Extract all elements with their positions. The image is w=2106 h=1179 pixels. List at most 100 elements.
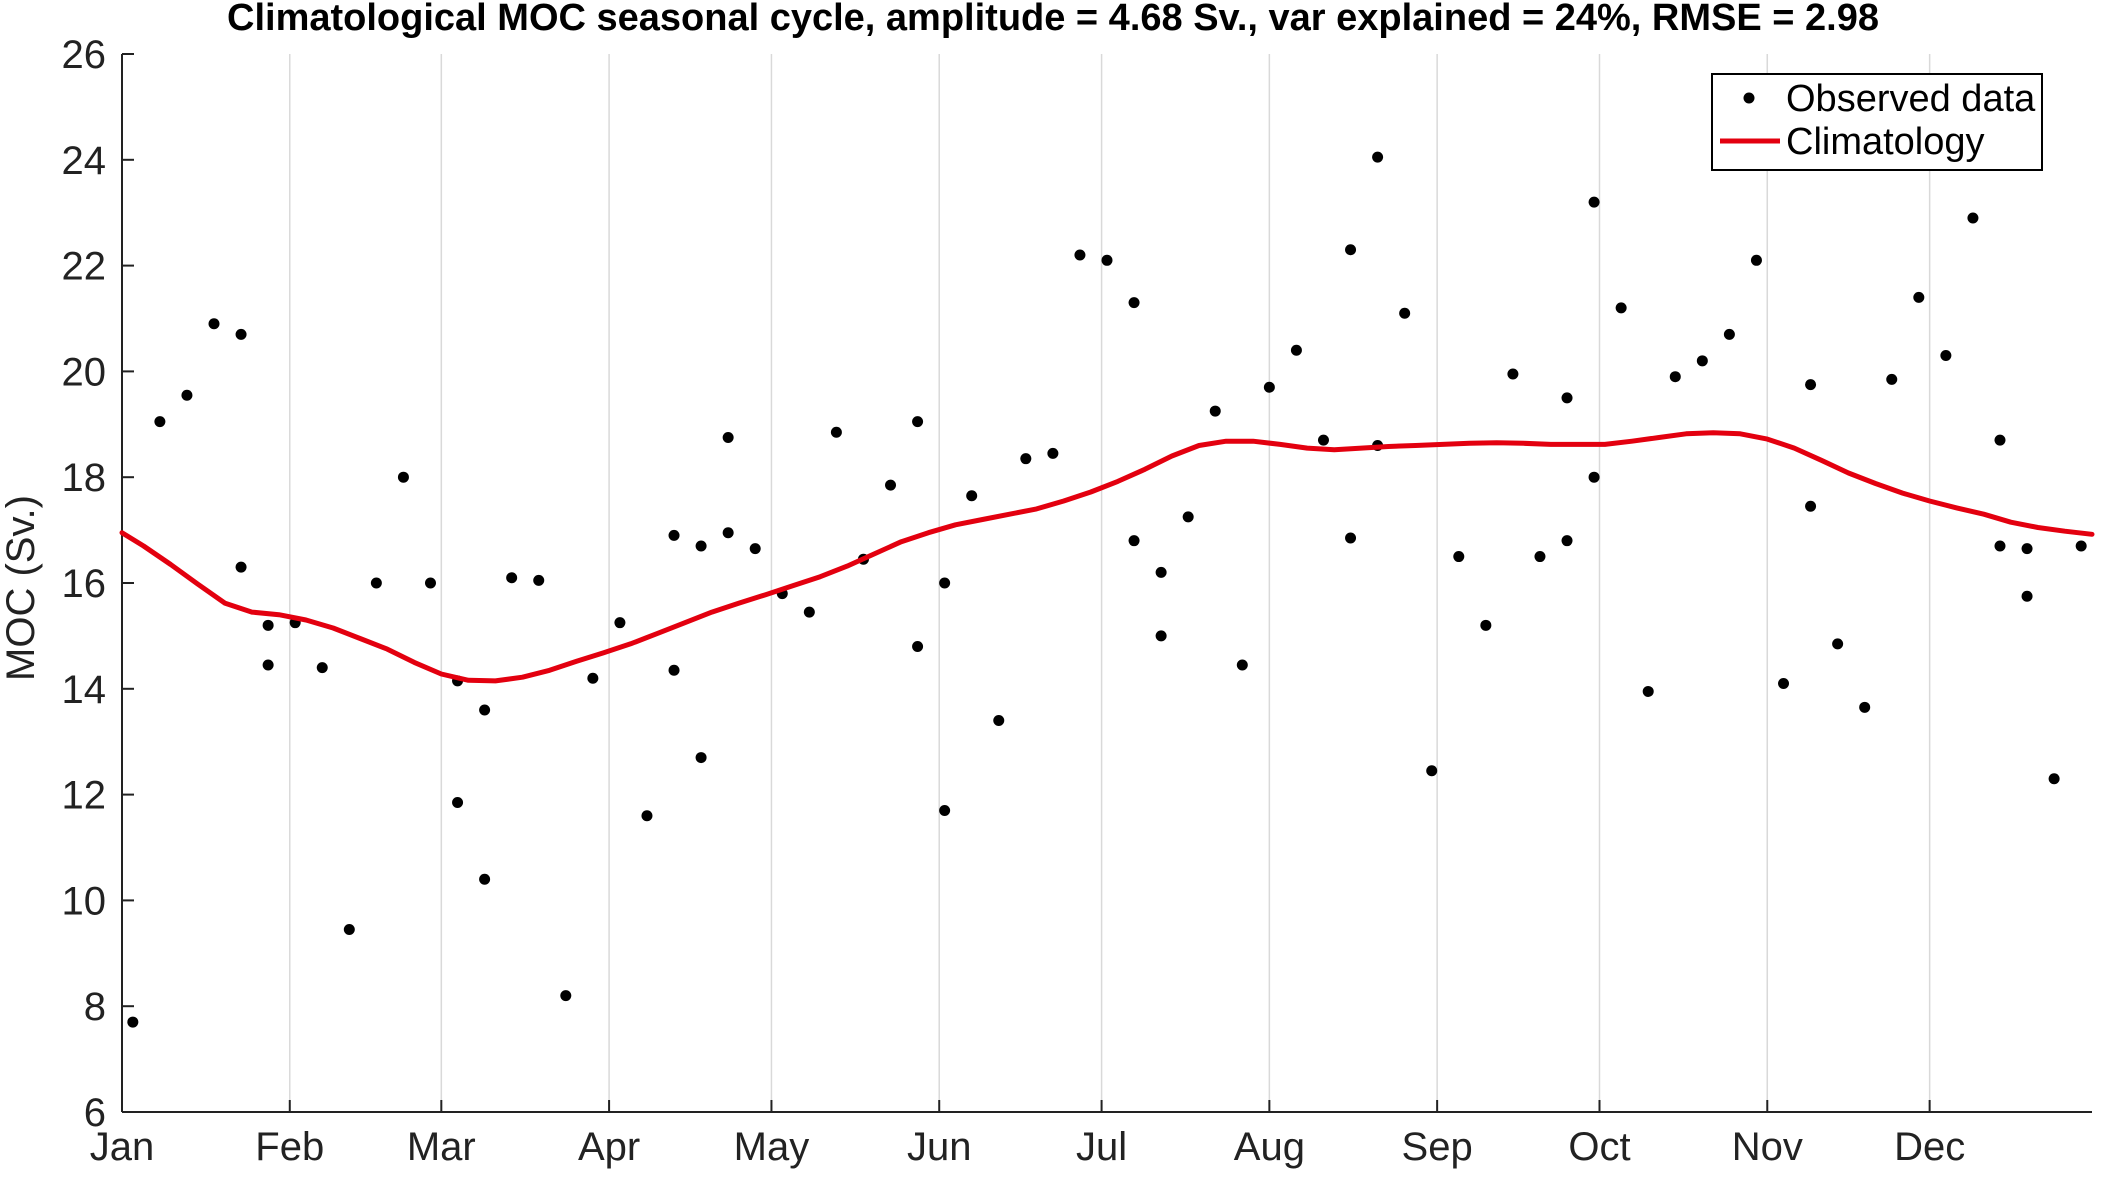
observed-point — [1182, 511, 1194, 523]
observed-point — [803, 606, 815, 618]
observed-point — [939, 577, 951, 589]
observed-point — [262, 659, 274, 671]
observed-point — [1236, 659, 1248, 671]
y-tick-label: 10 — [62, 879, 107, 923]
x-tick-label: Feb — [255, 1125, 324, 1169]
observed-point — [722, 432, 734, 444]
observed-point — [1588, 196, 1600, 208]
observed-point — [262, 619, 274, 631]
x-tick-label: May — [734, 1125, 810, 1169]
x-tick-label: Jan — [90, 1125, 155, 1169]
observed-point — [1615, 302, 1627, 314]
observed-point — [587, 672, 599, 684]
data-series — [119, 151, 2095, 1028]
observed-point — [885, 479, 897, 491]
observed-point — [1805, 500, 1817, 512]
observed-point — [1317, 434, 1329, 446]
x-tick-label: Oct — [1568, 1125, 1630, 1169]
legend: Observed data Climatology — [1711, 73, 2043, 171]
observed-point — [1940, 350, 1952, 362]
observed-point — [993, 715, 1005, 727]
y-tick-label: 26 — [62, 33, 107, 77]
observed-point — [695, 752, 707, 764]
observed-point — [479, 704, 491, 716]
observed-point — [966, 490, 978, 502]
y-tick-label: 14 — [62, 668, 107, 712]
x-tick-label: Jul — [1076, 1125, 1127, 1169]
observed-point — [1967, 212, 1979, 224]
observed-point — [2075, 540, 2087, 552]
observed-point — [830, 426, 842, 438]
x-tick-label: Apr — [578, 1125, 640, 1169]
observed-point — [1696, 355, 1708, 367]
x-tick-label: Jun — [907, 1125, 972, 1169]
observed-point — [912, 416, 924, 428]
observed-point — [533, 574, 545, 586]
y-tick-label: 12 — [62, 774, 107, 818]
x-tick-label: Nov — [1732, 1125, 1803, 1169]
observed-point — [1832, 638, 1844, 650]
observed-point — [1913, 291, 1925, 303]
observed-point — [1399, 307, 1411, 319]
x-tick-label: Aug — [1234, 1125, 1305, 1169]
observed-point — [1805, 379, 1817, 391]
observed-point — [1994, 434, 2006, 446]
observed-point — [1886, 373, 1898, 385]
y-tick-label: 6 — [84, 1091, 106, 1135]
observed-point — [235, 561, 247, 573]
y-tick-label: 18 — [62, 456, 107, 500]
observed-point — [1994, 540, 2006, 552]
observed-point — [397, 471, 409, 483]
observed-point — [1561, 392, 1573, 404]
observed-point — [1426, 765, 1438, 777]
observed-point — [424, 577, 436, 589]
observed-point — [1345, 532, 1357, 544]
observed-point — [1534, 551, 1546, 563]
observed-point — [235, 328, 247, 340]
observed-point — [452, 797, 464, 809]
observed-point — [1128, 297, 1140, 309]
observed-point — [1101, 254, 1113, 266]
observed-point — [316, 662, 328, 674]
chart-title: Climatological MOC seasonal cycle, ampli… — [227, 0, 1879, 39]
legend-box — [1711, 73, 2043, 171]
y-tick-label: 8 — [84, 985, 106, 1029]
x-tick-label: Sep — [1402, 1125, 1473, 1169]
x-axis-ticks: Jan Feb Mar Apr May Jun Jul Aug Sep Oct Nov Dec — [90, 1100, 1965, 1169]
observed-point — [127, 1016, 139, 1028]
observed-point — [506, 572, 518, 584]
observed-point — [370, 577, 382, 589]
y-axis-ticks: 6 8 10 12 14 16 18 20 22 24 26 — [62, 33, 134, 1135]
observed-point — [1750, 254, 1762, 266]
observed-point — [695, 540, 707, 552]
observed-point — [1669, 371, 1681, 383]
observed-point — [1209, 405, 1221, 417]
y-tick-label: 16 — [62, 562, 107, 606]
observed-point — [1561, 535, 1573, 547]
observed-point — [641, 810, 653, 822]
observed-point — [1290, 344, 1302, 356]
y-axis-label: MOC (Sv.) — [0, 495, 43, 681]
observed-point — [1372, 151, 1384, 163]
observed-point — [668, 529, 680, 541]
observed-point — [1128, 535, 1140, 547]
observed-point — [343, 923, 355, 935]
observed-point — [1778, 678, 1790, 690]
observed-point — [749, 543, 761, 555]
y-tick-label: 22 — [62, 245, 107, 289]
observed-point — [1020, 453, 1032, 465]
observed-point — [912, 640, 924, 652]
observed-point — [181, 389, 193, 401]
observed-point — [614, 617, 626, 629]
observed-point — [2021, 543, 2033, 555]
observed-point — [1480, 619, 1492, 631]
observed-point — [479, 873, 491, 885]
observed-point — [1155, 630, 1167, 642]
observed-point — [208, 318, 220, 330]
observed-point — [1859, 701, 1871, 713]
observed-point — [560, 990, 572, 1002]
observed-point — [1723, 328, 1735, 340]
observed-point — [668, 664, 680, 676]
observed-point — [1074, 249, 1086, 261]
